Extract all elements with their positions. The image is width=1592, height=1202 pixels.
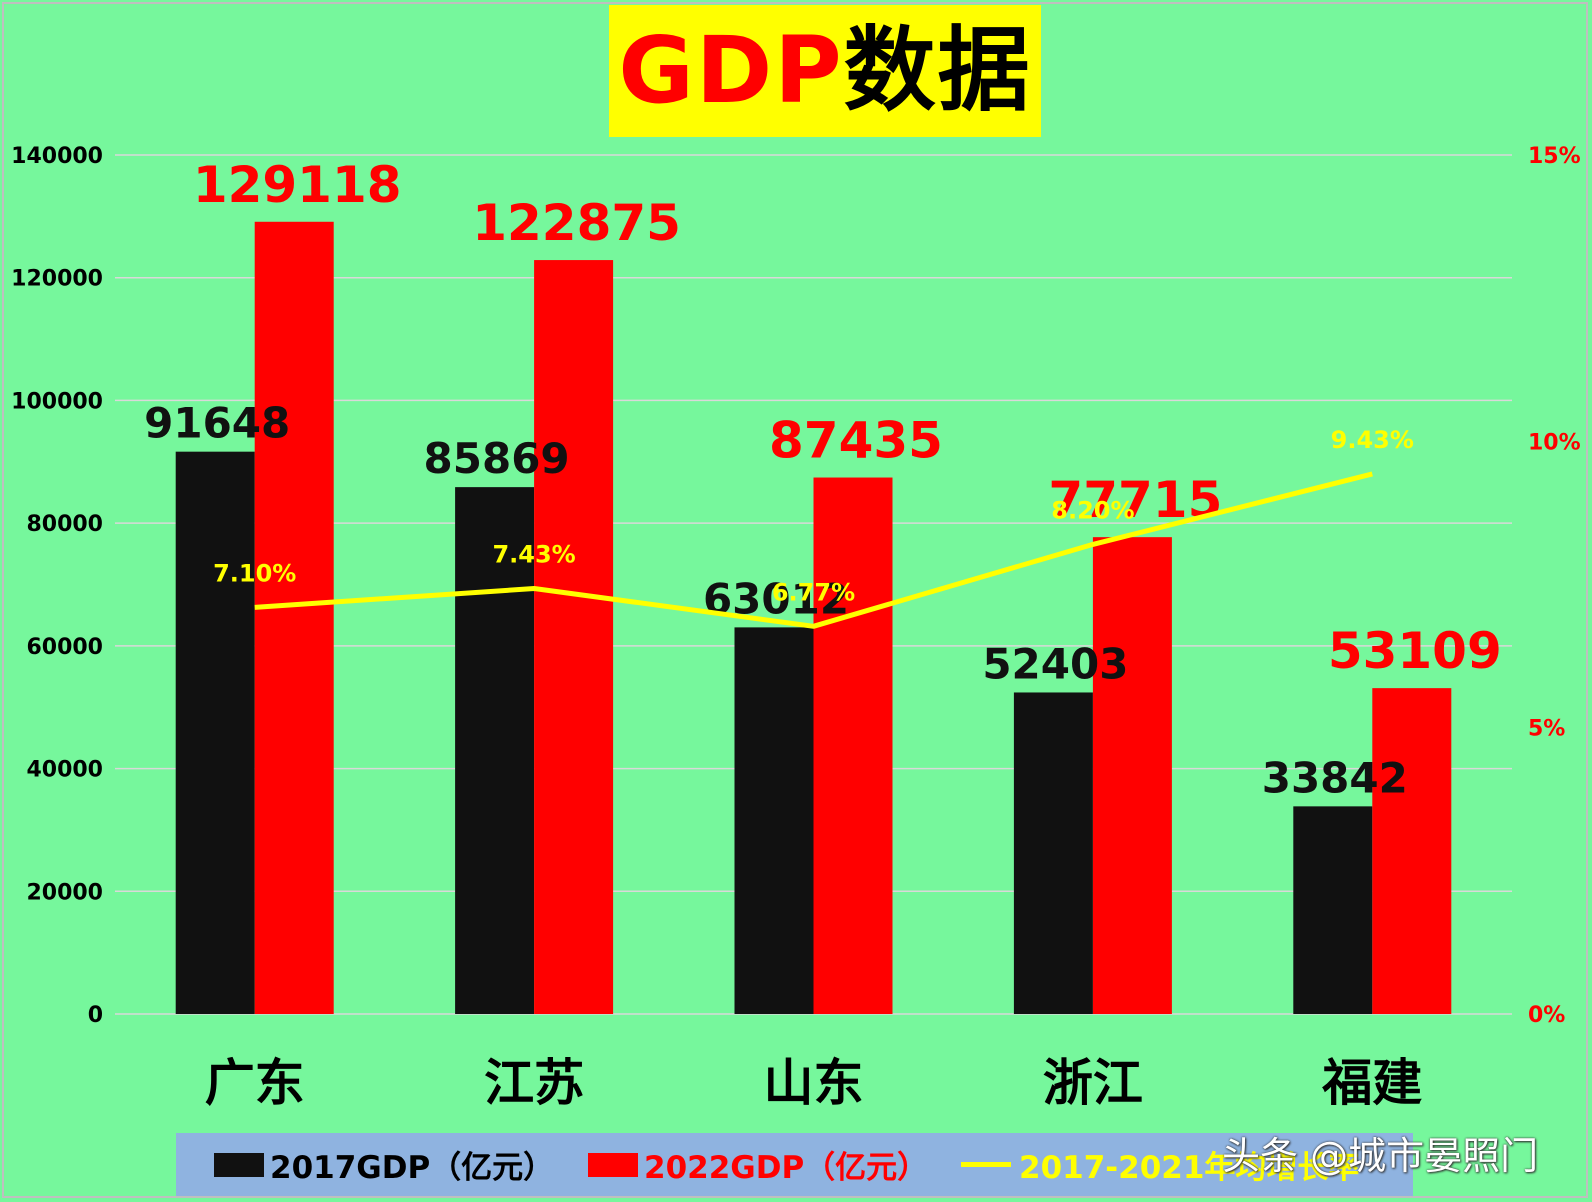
- legend-item-growth: 2017-2021年均增长率: [961, 1133, 1359, 1196]
- legend: 2017GDP（亿元） 2022GDP（亿元） 2017-2021年均增长率: [176, 1133, 1413, 1196]
- bar-2017: [1293, 806, 1373, 1014]
- title-part-data: 数据: [843, 17, 1032, 124]
- title-part-gdp: GDP: [618, 17, 844, 124]
- bar-2022: [534, 260, 614, 1014]
- x-category-label: 浙江: [1043, 1054, 1143, 1112]
- y-right-tick-label: 0%: [1528, 1003, 1565, 1028]
- bar-2017: [455, 487, 535, 1015]
- bar-2022: [813, 477, 893, 1015]
- legend-label-2017: 2017GDP（亿元）: [270, 1150, 555, 1186]
- growth-data-label: 6.77%: [772, 578, 855, 606]
- growth-data-label: 8.20%: [1051, 496, 1134, 524]
- data-label-2017: 85869: [424, 434, 570, 483]
- watermark-text: 头条 @城市晏照门: [1222, 1134, 1539, 1178]
- chart-title: GDP 数据: [609, 5, 1041, 137]
- x-category-label: 广东: [205, 1054, 305, 1112]
- bar-2017: [1013, 692, 1093, 1014]
- legend-swatch-growth: [961, 1162, 1011, 1167]
- y-right-tick-label: 5%: [1528, 717, 1565, 742]
- legend-label-2022: 2022GDP（亿元）: [644, 1150, 929, 1186]
- y-left-tick-label: 0: [88, 1003, 103, 1028]
- data-label-2022: 53109: [1328, 622, 1502, 680]
- legend-item-2017: 2017GDP（亿元）: [214, 1133, 554, 1196]
- y-left-tick-label: 80000: [26, 512, 103, 537]
- y-left-tick-label: 60000: [26, 635, 103, 660]
- x-category-label: 山东: [764, 1054, 864, 1112]
- y-left-tick-label: 20000: [26, 880, 103, 905]
- legend-swatch-2022: [588, 1152, 638, 1177]
- y-left-tick-label: 100000: [11, 389, 103, 414]
- legend-item-2022: 2022GDP（亿元）: [588, 1133, 928, 1196]
- y-right-tick-label: 10%: [1528, 430, 1581, 455]
- x-category-label: 福建: [1321, 1054, 1422, 1112]
- legend-label-growth: 2017-2021年均增长率: [1019, 1150, 1360, 1186]
- bar-2022: [254, 221, 334, 1014]
- bar-2022: [1372, 688, 1452, 1014]
- bar-2017: [175, 451, 255, 1014]
- y-left-tick-label: 140000: [11, 144, 103, 169]
- growth-line: [254, 471, 1373, 629]
- growth-data-label: 7.43%: [492, 541, 575, 569]
- data-label-2022: 122875: [472, 194, 681, 252]
- y-left-tick-label: 120000: [11, 267, 103, 292]
- bar-2022: [1092, 537, 1172, 1014]
- data-label-2022: 129118: [193, 156, 402, 214]
- data-label-2022: 87435: [769, 412, 943, 470]
- bar-2017: [734, 627, 814, 1014]
- growth-data-label: 9.43%: [1331, 426, 1414, 454]
- x-category-label: 江苏: [484, 1054, 584, 1112]
- data-label-2017: 52403: [982, 639, 1128, 688]
- data-label-2017: 33842: [1262, 753, 1408, 802]
- y-right-tick-label: 15%: [1528, 144, 1581, 169]
- growth-data-label: 7.10%: [213, 559, 296, 587]
- data-label-2017: 91648: [144, 399, 290, 448]
- y-left-tick-label: 40000: [26, 758, 103, 783]
- legend-swatch-2017: [214, 1152, 264, 1177]
